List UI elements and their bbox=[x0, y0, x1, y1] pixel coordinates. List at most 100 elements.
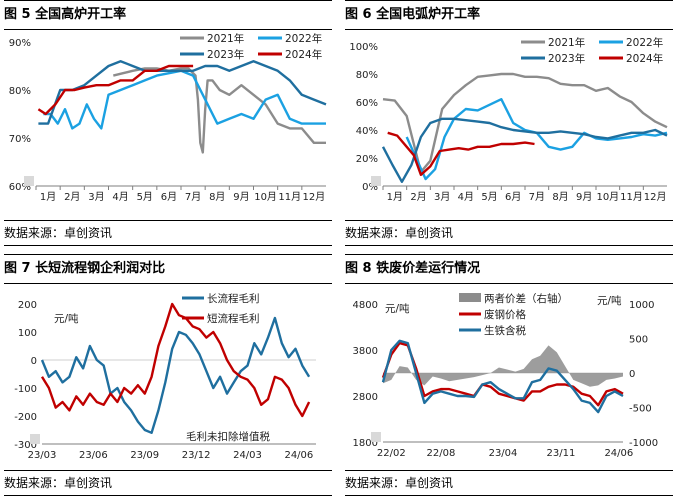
series-line-2 bbox=[381, 117, 668, 184]
x-tick-label: 6月 bbox=[505, 191, 521, 203]
legend-label: 2022年 bbox=[626, 36, 663, 49]
y-tick-label: -300 bbox=[14, 440, 37, 451]
x-tick-label: 10月 bbox=[254, 191, 277, 203]
legend-label: 长流程毛利 bbox=[207, 292, 260, 305]
y-tick-label: 90% bbox=[9, 38, 31, 49]
x-tick-label: 3月 bbox=[88, 191, 104, 203]
x-tick-label: 6月 bbox=[161, 191, 177, 203]
series-area-spread bbox=[383, 345, 623, 387]
series-line-0 bbox=[382, 72, 668, 174]
x-tick-label: 8月 bbox=[552, 191, 568, 203]
blast-furnace-chart: 60% 70% 80% 90% 1月 2月 3月 4月 5月 6月 7月 8月 9月 10月 11月 12月 2… bbox=[9, 32, 327, 203]
watermark-logo bbox=[30, 434, 40, 444]
x-tick-label: 5月 bbox=[137, 191, 153, 203]
x-tick-label: 23/04 bbox=[489, 448, 518, 459]
x-tick-label: 23/12 bbox=[182, 450, 211, 461]
chart-source: 数据来源：卓创资讯 bbox=[345, 470, 673, 496]
legend-label: 废钢价格 bbox=[484, 308, 526, 321]
y-tick-label: 60% bbox=[9, 182, 31, 193]
x-tick-label: 7月 bbox=[185, 191, 201, 203]
legend-label: 生铁含税 bbox=[484, 324, 526, 337]
x-tick-label: 24/06 bbox=[284, 450, 313, 461]
legend-label: 2021年 bbox=[207, 32, 244, 45]
electric-arc-furnace-chart: 0%20%40%60%80%100%1月 2月 3月 4月 5月 6月 7月 8月 9月 10月 1… bbox=[349, 36, 668, 203]
y-tick-label: 0 bbox=[31, 356, 37, 367]
y2-tick-label: 1000 bbox=[629, 300, 654, 311]
y2-tick-label: -500 bbox=[629, 404, 652, 415]
y-tick-label: 0% bbox=[362, 182, 378, 193]
series-line-2 bbox=[381, 339, 624, 414]
x-tick-label: 12月 bbox=[644, 191, 667, 203]
x-tick-label: 23/03 bbox=[28, 450, 57, 461]
y-tick-label: 200 bbox=[18, 300, 37, 311]
x-tick-label: 3月 bbox=[434, 191, 450, 203]
legend-swatch bbox=[459, 293, 481, 302]
legend-label: 2022年 bbox=[285, 32, 322, 45]
x-tick-label: 1月 bbox=[40, 191, 56, 203]
series-line-1 bbox=[381, 341, 624, 407]
watermark-logo bbox=[371, 432, 381, 442]
y-tick-label: 100 bbox=[18, 328, 37, 339]
x-tick-label: 5月 bbox=[481, 191, 497, 203]
chart-source: 数据来源：卓创资讯 bbox=[345, 220, 673, 246]
chart-title: 图 8 铁废价差运行情况 bbox=[345, 254, 673, 284]
x-tick-label: 8月 bbox=[209, 191, 225, 203]
iron-scrap-spread-chart: 1800 2800 3800 4800 -1000 -500 0 500 1000 22/02 22… bbox=[353, 292, 659, 459]
panel-iron-scrap-spread: 图 8 铁废价差运行情况 1800 2800 3800 4800 -1000 -500 0 5… bbox=[341, 254, 677, 496]
x-tick-label: 11月 bbox=[278, 191, 301, 203]
y-tick-label: 80% bbox=[356, 70, 378, 81]
x-tick-label: 4月 bbox=[458, 191, 474, 203]
x-tick-label: 24/03 bbox=[233, 450, 262, 461]
x-tick-label: 11月 bbox=[620, 191, 643, 203]
y2-tick-label: 0 bbox=[629, 369, 635, 380]
legend-label: 2023年 bbox=[207, 48, 244, 61]
y-tick-label: 100% bbox=[349, 42, 378, 53]
series-line-1 bbox=[43, 69, 326, 130]
chart-annotation: 毛利未扣除增值税 bbox=[186, 430, 270, 443]
series-line-1 bbox=[405, 97, 668, 181]
y-tick-label: 80% bbox=[9, 86, 31, 97]
x-tick-label: 7月 bbox=[529, 191, 545, 203]
x-tick-label: 10月 bbox=[596, 191, 619, 203]
x-tick-label: 1月 bbox=[387, 191, 403, 203]
x-tick-label: 23/09 bbox=[130, 450, 159, 461]
chart-source: 数据来源：卓创资讯 bbox=[4, 470, 332, 496]
watermark-logo bbox=[371, 176, 381, 186]
x-tick-label: 4月 bbox=[112, 191, 128, 203]
series-line-1 bbox=[40, 302, 311, 418]
series-line-3 bbox=[387, 131, 535, 177]
chart-title: 图 5 全国高炉开工率 bbox=[4, 0, 332, 30]
panel-electric-arc-furnace: 图 6 全国电弧炉开工率 0% 20% 40% 60% 80% 100% 1月 2月 3月 4月 5… bbox=[341, 0, 677, 246]
series-line-3 bbox=[37, 64, 194, 116]
legend-label: 两者价差（右轴） bbox=[484, 292, 568, 305]
x-tick-label: 23/06 bbox=[79, 450, 108, 461]
chart-source: 数据来源：卓创资讯 bbox=[4, 220, 332, 246]
chart-title: 图 6 全国电弧炉开工率 bbox=[345, 0, 673, 30]
legend-label: 2023年 bbox=[548, 52, 585, 65]
y-tick-label: -200 bbox=[14, 412, 37, 423]
series-line-2 bbox=[38, 60, 327, 125]
y-tick-label: 1800 bbox=[353, 438, 378, 449]
chart-title: 图 7 长短流程钢企利润对比 bbox=[4, 254, 332, 284]
watermark-logo bbox=[24, 176, 34, 186]
y-axis-label: 元/吨 bbox=[385, 302, 410, 315]
y-tick-label: 3800 bbox=[353, 346, 378, 357]
legend-label: 2024年 bbox=[626, 52, 663, 65]
y-tick-label: 70% bbox=[9, 134, 31, 145]
y2-tick-label: 500 bbox=[629, 335, 648, 346]
y-tick-label: 40% bbox=[356, 126, 378, 137]
x-tick-label: 9月 bbox=[233, 191, 249, 203]
x-tick-label: 2月 bbox=[410, 191, 426, 203]
y-tick-label: 4800 bbox=[353, 300, 378, 311]
legend-label: 2024年 bbox=[285, 48, 322, 61]
x-tick-label: 22/08 bbox=[427, 448, 456, 459]
y2-axis-label: 元/吨 bbox=[597, 294, 622, 307]
panel-blast-furnace: 图 5 全国高炉开工率 60% 70% 80% 90% 1月 2月 3月 4月 5月 6月 7月 8月… bbox=[0, 0, 336, 246]
series-line-0 bbox=[40, 316, 311, 435]
x-tick-label: 9月 bbox=[576, 191, 592, 203]
series-line-0 bbox=[113, 67, 326, 154]
y-tick-label: 20% bbox=[356, 154, 378, 165]
x-tick-label: 22/02 bbox=[377, 448, 406, 459]
y2-tick-label: -1000 bbox=[629, 438, 658, 449]
x-tick-label: 2月 bbox=[64, 191, 80, 203]
